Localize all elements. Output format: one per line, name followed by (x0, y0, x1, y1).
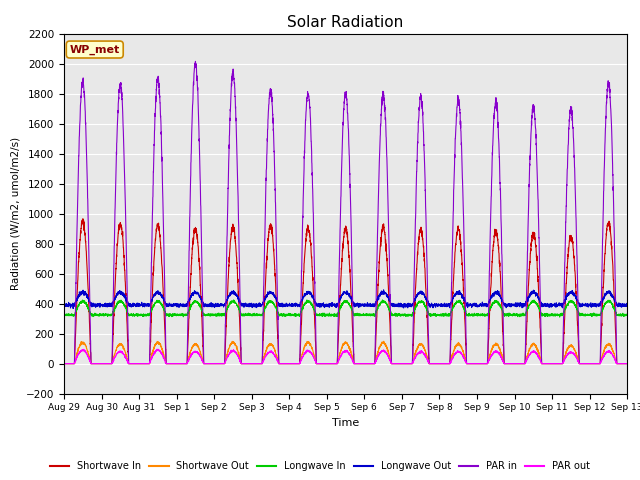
Legend: Shortwave In, Shortwave Out, Longwave In, Longwave Out, PAR in, PAR out: Shortwave In, Shortwave Out, Longwave In… (46, 457, 594, 475)
Text: WP_met: WP_met (70, 44, 120, 55)
Title: Solar Radiation: Solar Radiation (287, 15, 404, 30)
Y-axis label: Radiation (W/m2, umol/m2/s): Radiation (W/m2, umol/m2/s) (10, 137, 20, 290)
X-axis label: Time: Time (332, 418, 359, 428)
